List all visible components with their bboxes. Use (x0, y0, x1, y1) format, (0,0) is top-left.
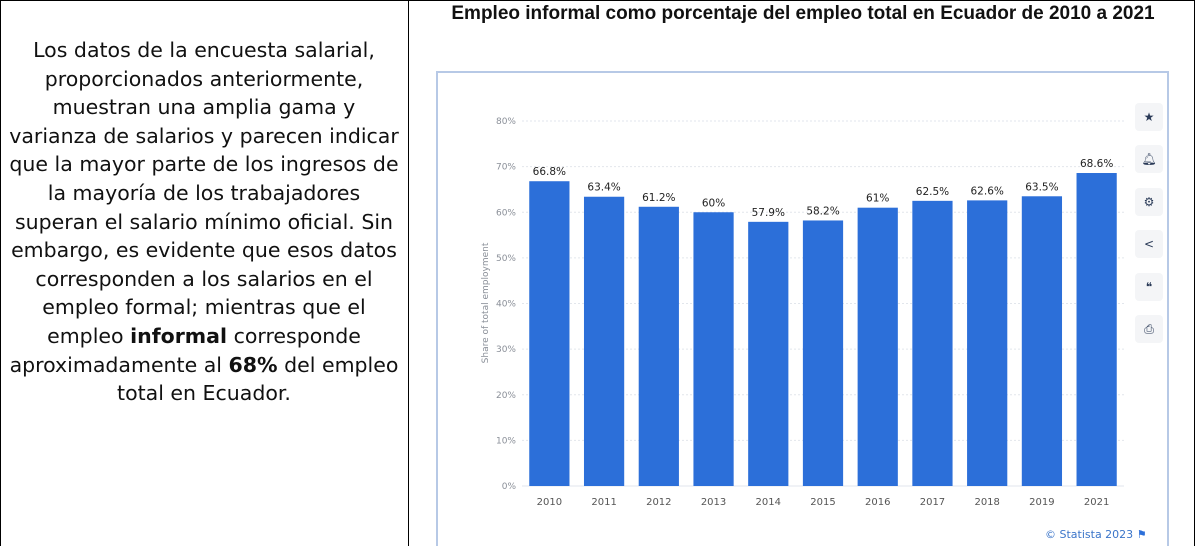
bar (748, 222, 788, 486)
x-tick-label: 2016 (865, 497, 890, 508)
chart-title: Empleo informal como porcentaje del empl… (414, 2, 1192, 25)
y-tick-label: 10% (496, 436, 516, 446)
y-tick-label: 0% (502, 482, 517, 492)
bar (803, 220, 843, 486)
data-label: 63.4% (587, 182, 620, 194)
gear-icon[interactable]: ⚙ (1135, 188, 1163, 216)
x-tick-label: 2011 (591, 497, 616, 508)
y-tick-label: 60% (496, 208, 516, 218)
bar (529, 181, 569, 486)
bar (584, 197, 624, 486)
data-label: 63.5% (1025, 181, 1058, 193)
bar (1077, 173, 1117, 486)
x-tick-label: 2015 (810, 497, 835, 508)
chart-container: 0% 10% 20% 30% 40% 50% 60% 70% 80% Share of total… (436, 71, 1169, 546)
data-label: 62.6% (971, 185, 1004, 197)
bell-icon[interactable]: 🔔︎ (1135, 145, 1163, 173)
data-label: 68.6% (1080, 158, 1113, 170)
data-label: 58.2% (806, 205, 839, 217)
y-tick-label: 30% (496, 345, 516, 355)
data-label: 57.9% (752, 207, 785, 219)
data-label: 61% (866, 193, 889, 205)
y-tick-label: 50% (496, 254, 516, 264)
x-tick-label: 2014 (756, 497, 781, 508)
bold-percent: 68% (229, 353, 278, 377)
data-label: 66.8% (533, 166, 566, 178)
x-tick-label: 2019 (1029, 497, 1054, 508)
column-divider (408, 0, 409, 546)
x-tick-label: 2018 (974, 497, 999, 508)
x-tick-label: 2017 (920, 497, 945, 508)
flag-icon: ⚑ (1137, 528, 1147, 541)
data-label: 60% (702, 197, 725, 209)
bar (967, 200, 1007, 486)
description-paragraph: Los datos de la encuesta salarial, propo… (6, 36, 402, 408)
bold-informal: informal (130, 324, 227, 348)
y-tick-label: 40% (496, 300, 516, 310)
bar (639, 207, 679, 486)
bar (858, 208, 898, 486)
print-icon[interactable]: ⎙ (1135, 315, 1163, 343)
y-axis-title: Share of total employment (481, 242, 491, 363)
share-icon[interactable]: < (1135, 230, 1163, 258)
credit-text: © Statista 2023 (1045, 528, 1133, 541)
quote-icon[interactable]: ❝ (1135, 273, 1163, 301)
x-tick-label: 2012 (646, 497, 671, 508)
bar (693, 212, 733, 486)
data-label: 61.2% (642, 192, 675, 204)
bar (912, 201, 952, 486)
paragraph-start: Los datos de la encuesta salarial, propo… (9, 38, 399, 348)
bar (1022, 196, 1062, 486)
data-label: 62.5% (916, 186, 949, 198)
y-tick-label: 70% (496, 163, 516, 173)
y-tick-label: 20% (496, 391, 516, 401)
x-tick-label: 2010 (537, 497, 562, 508)
star-icon[interactable]: ★ (1135, 103, 1163, 131)
bar-chart: 0% 10% 20% 30% 40% 50% 60% 70% 80% Share of total… (438, 73, 1167, 548)
x-tick-label: 2021 (1084, 497, 1109, 508)
x-tick-label: 2013 (701, 497, 726, 508)
y-tick-label: 80% (496, 117, 516, 127)
statista-credit[interactable]: © Statista 2023 ⚑ (1045, 528, 1147, 541)
